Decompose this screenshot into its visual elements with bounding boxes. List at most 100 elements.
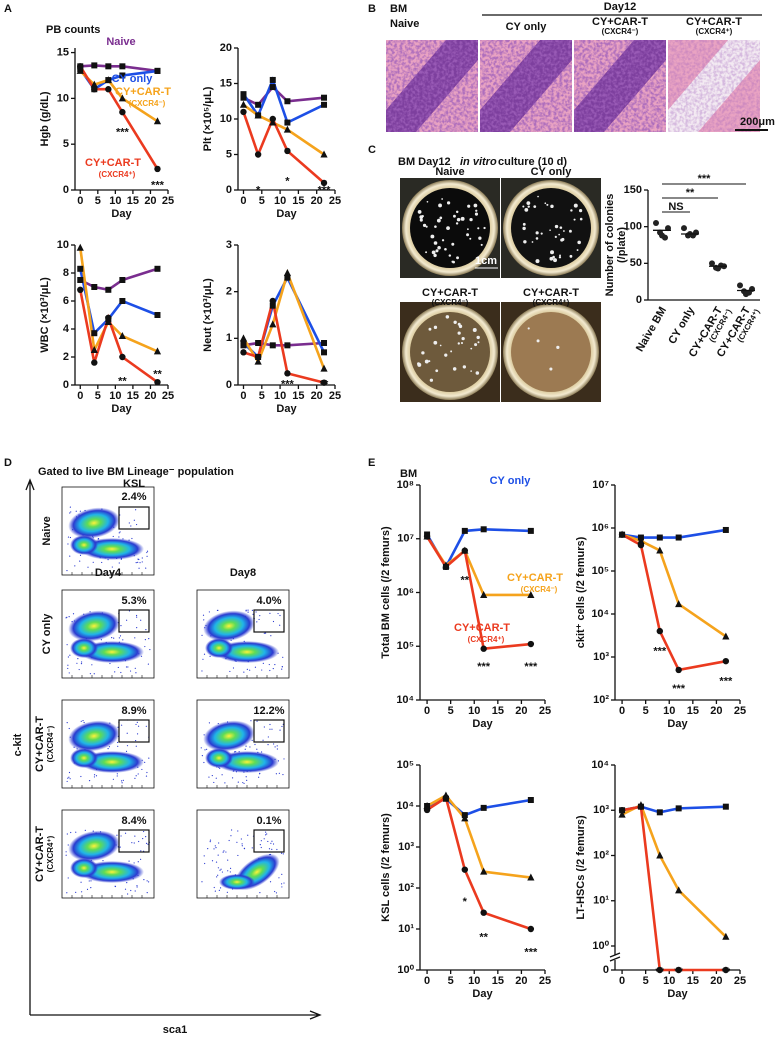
flow-event [277,612,279,615]
y-tick-label: 5 [63,138,69,150]
colony [457,342,460,345]
marker [527,640,535,648]
flow-event [76,662,78,664]
marker [269,320,277,328]
marker [255,340,262,346]
marker [77,63,84,70]
x-tick-label: 5 [448,705,454,717]
flow-event [270,842,272,844]
marker [254,111,262,119]
flow-event [80,663,83,665]
flow-event [69,512,71,514]
gate [253,609,285,633]
flow-event [88,780,91,782]
flow-event [250,720,252,722]
x-tick-label: 15 [292,390,304,402]
marker [284,119,291,126]
significance: *** [698,173,712,185]
marker [284,147,291,155]
legend-label: CY+CAR-T [115,86,171,98]
marker [656,546,664,554]
plate-sub: (CXCR4⁻) [432,298,469,307]
x-tick-label: 5 [259,195,265,207]
colony [573,203,578,208]
flow-event [269,723,271,726]
flow-event [260,840,262,842]
flow-event [140,619,142,621]
flow-event [219,869,221,871]
flow-density [205,638,233,658]
flow-event [247,609,249,611]
colony [429,378,434,382]
colony [556,345,560,350]
marker [240,349,247,356]
marker [283,269,292,276]
flow-event [217,854,219,856]
flow-event [126,881,128,884]
x-axis-label: Day [472,718,493,730]
flow-event [120,835,122,837]
flow-event [283,882,285,884]
colony [522,226,526,231]
flow-event [135,739,137,742]
flow-event [66,780,68,783]
x-tick-label: 20 [311,390,323,402]
flow-event [144,645,146,648]
flow-density [68,830,120,862]
flow-event [215,861,218,863]
colony [426,200,429,203]
label: 200μm [740,116,775,128]
flow-event [138,558,140,561]
flow-event [278,877,280,879]
flow-event [227,859,229,861]
flow-event [135,775,137,777]
colony [535,231,539,235]
flow-event [146,892,148,894]
flow-event [137,725,140,727]
gate [253,719,285,743]
flow-event [69,654,71,656]
flow-event [82,719,84,722]
flow-event [136,616,138,618]
flow-event [282,656,284,658]
legend-sub: (CXCR4⁻) [521,585,558,594]
marker [153,347,162,355]
flow-event [68,776,70,778]
colony [559,226,563,229]
y-tick-label: 10² [593,694,609,706]
flow-event [276,745,278,747]
dot [737,282,743,289]
y-tick-label: 15 [57,46,69,58]
plate-agar [410,312,490,392]
colony [550,204,554,209]
marker [105,63,112,70]
marker [722,932,730,940]
flow-event [118,532,120,534]
flow-event [275,773,277,775]
colony [460,341,464,345]
marker [269,297,276,305]
flow-event [227,870,229,872]
flow-density [203,720,255,752]
marker [656,966,664,974]
flow-event [281,725,283,728]
flow-event [276,848,278,851]
colony [475,371,480,375]
x-tick-label: 10 [663,975,675,987]
colony [458,324,463,329]
flow-event [240,838,242,840]
flow-event [68,672,70,674]
x-tick-label: 10 [468,705,480,717]
flow-event [133,519,135,521]
flow-event [247,611,249,613]
marker [254,357,262,365]
x-tick-label: 0 [240,390,246,402]
colony [446,201,451,205]
plate-agar [511,188,591,268]
flow-event [134,835,136,837]
flow-density [70,535,98,555]
row-label: CY+CAR-T [34,826,46,882]
marker [91,359,98,366]
marker [320,179,328,187]
